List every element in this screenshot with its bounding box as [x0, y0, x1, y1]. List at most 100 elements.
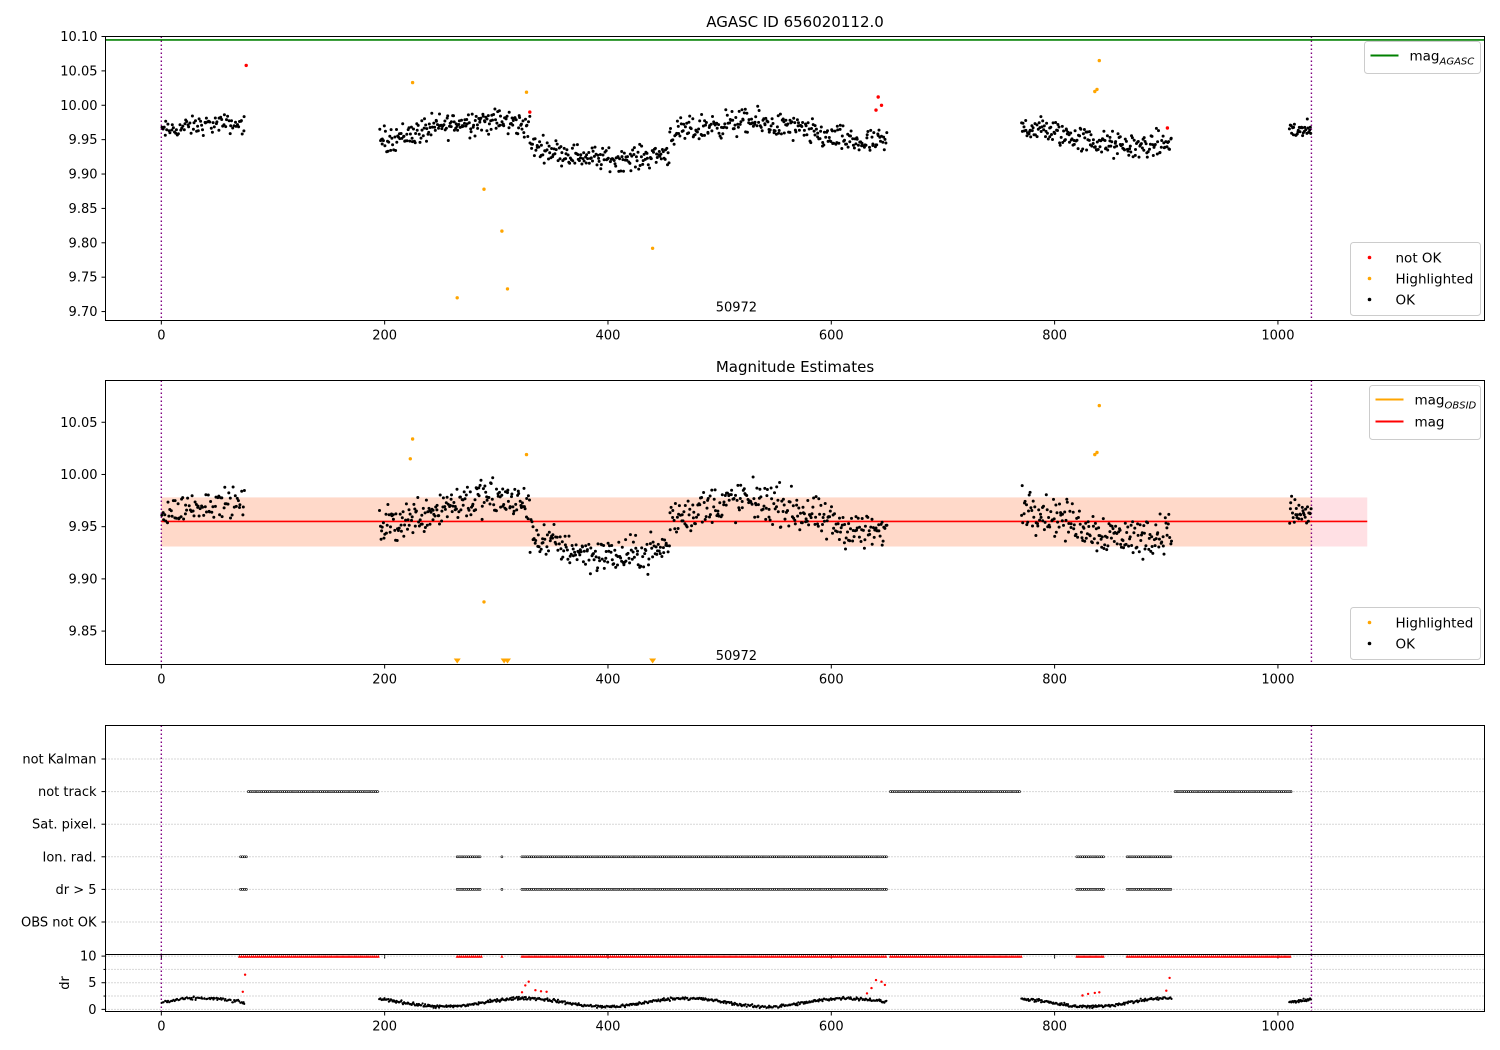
panel1-ok-point	[224, 125, 228, 129]
panel2-ok-point	[1167, 512, 1171, 516]
panel1-ok-point	[1058, 143, 1062, 147]
panel2-ok-point	[1036, 522, 1039, 526]
panel2-ok-point	[783, 517, 787, 521]
panel1-ok-point	[838, 123, 842, 127]
dr-capped-marker	[1218, 954, 1222, 958]
panel1-highlighted-point	[1097, 58, 1102, 63]
panel1-ok-point	[591, 159, 594, 163]
panel2-ok-point	[1301, 509, 1305, 513]
panel2-ok-point	[391, 513, 395, 517]
panel1-ok-point	[679, 122, 683, 126]
dr-capped-marker	[350, 954, 354, 958]
dr-capped-marker	[1197, 954, 1202, 958]
dr-point	[1139, 997, 1142, 1000]
panel2-ok-point	[712, 497, 716, 501]
panel2-ok-point	[1092, 537, 1096, 541]
panel2-ok-point	[1154, 523, 1158, 527]
panel2-ok-point	[380, 529, 384, 533]
panel1-ok-point	[1291, 133, 1295, 137]
panel1-ok-point	[671, 138, 675, 142]
dr-xtick-label: 200	[372, 1020, 397, 1035]
panel1-ok-point	[879, 139, 882, 143]
panel1-ok-point	[771, 122, 775, 125]
dr-capped-marker	[626, 954, 631, 958]
panel1-ok-point	[200, 123, 204, 127]
panel2-offscale-marker	[453, 658, 461, 664]
panel1-ok-point	[570, 146, 574, 150]
panel2-ok-point	[384, 531, 388, 535]
panel2-ok-point	[796, 514, 800, 518]
panel1-highlighted-point	[410, 80, 415, 85]
panel1-ok-point	[687, 120, 691, 124]
panel1-ok-point	[565, 148, 569, 152]
panel2-ok-point	[541, 541, 545, 545]
panel2-ok-point	[425, 523, 429, 527]
dr-capped-marker	[252, 954, 256, 958]
panel1-ok-point	[1093, 145, 1097, 149]
panel1-ok-point	[661, 150, 665, 154]
panel1-ok-point	[1027, 132, 1031, 136]
panel1-ok-point	[537, 145, 541, 149]
panel1-ok-point	[522, 135, 526, 139]
panel2-ok-point	[467, 508, 471, 512]
panel1-ok-point	[818, 137, 822, 141]
panel2-ok-point	[210, 510, 214, 514]
panel1-ok-point	[391, 143, 395, 147]
panel2-ok-point	[1111, 527, 1115, 531]
flag-point	[478, 855, 482, 859]
panel1-ok-point	[784, 118, 788, 122]
panel2-ok-point	[1131, 520, 1135, 524]
panel2-ok-point	[1023, 499, 1027, 503]
panel2-ok-point	[764, 517, 768, 521]
panel1-ok-point	[1051, 121, 1055, 125]
dr-capped-marker	[346, 954, 350, 958]
panel1-ok-point	[492, 113, 496, 116]
panel2-ok-point	[1100, 535, 1104, 539]
panel2-ok-point	[1141, 557, 1145, 561]
panel2-ok-point	[525, 497, 529, 500]
dr-high-point	[539, 990, 543, 993]
panel2-ok-point	[767, 515, 771, 519]
dr-high-point	[1093, 991, 1097, 995]
panel2-ok-point	[677, 504, 681, 508]
panel1-ok-point	[637, 167, 641, 171]
panel2-ok-point	[639, 564, 643, 568]
panel2-ok-point	[594, 555, 598, 559]
panel1-ok-point	[639, 155, 643, 159]
panel2-ok-point	[543, 537, 547, 541]
dr-capped-marker	[479, 954, 483, 958]
panel1-ok-point	[1105, 134, 1109, 138]
panel1-ok-point	[511, 123, 515, 127]
panel1-ok-point	[1039, 130, 1043, 133]
panel1-ok-point	[676, 124, 680, 128]
panel1-ok-point	[532, 154, 536, 158]
dr-capped-marker	[896, 954, 901, 958]
panel1-ok-point	[1095, 140, 1099, 144]
panel2-ok-point	[480, 517, 484, 521]
panel2-ok-point	[822, 519, 826, 523]
panel2-ok-point	[706, 497, 710, 500]
panel1-ok-point	[383, 144, 387, 148]
dr-capped-marker	[819, 954, 824, 958]
panel2-ok-point	[561, 555, 565, 559]
dr-point	[517, 997, 520, 1000]
panel2-ok-point	[819, 503, 823, 507]
dr-capped-marker	[280, 954, 284, 958]
dr-point	[387, 998, 390, 1001]
panel2-ok-point	[544, 552, 548, 556]
dr-high-point	[241, 990, 244, 993]
panel2-ok-point	[451, 504, 455, 508]
dr-point	[243, 1002, 246, 1006]
panel2-ok-point	[163, 513, 167, 517]
panel1-ok-point	[1123, 148, 1126, 152]
panel1-ok-point	[819, 129, 823, 133]
panel1-ok-point	[1159, 145, 1163, 149]
panel1-ok-point	[587, 151, 591, 154]
panel1-ok-point	[534, 148, 538, 152]
panel1-ok-point	[781, 117, 785, 121]
panel1-ok-point	[736, 122, 740, 126]
panel1-ok-point	[504, 117, 508, 121]
panel1-ok-point	[469, 130, 473, 134]
panel2-ok-point	[568, 561, 572, 565]
panel2-xtick-label: 1000	[1261, 673, 1294, 688]
